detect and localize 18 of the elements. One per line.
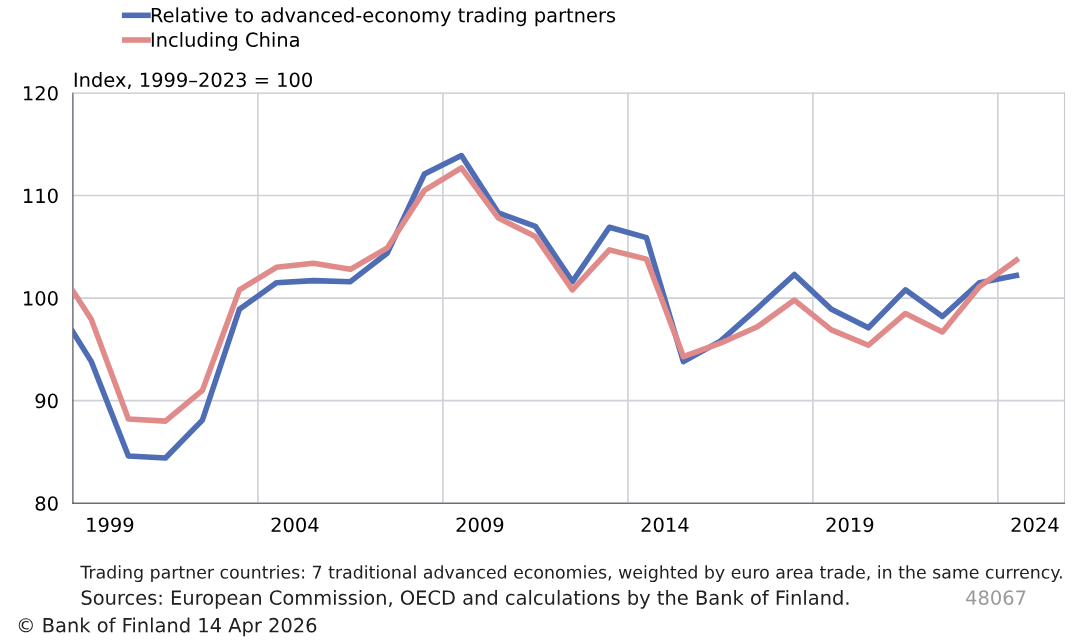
x-tick-label: 2014 xyxy=(641,517,689,533)
legend-label: Including China xyxy=(151,32,299,51)
text: © Bank of Finland 14 Apr 2026 xyxy=(18,617,317,637)
y-tick-label: 120 xyxy=(24,85,58,101)
source-note: Sources: European Commission, OECD and calculations by the Bank of Finland. xyxy=(81,589,849,609)
y-tick-label: 80 xyxy=(35,496,58,511)
y-tick-label: 100 xyxy=(24,291,58,306)
x-tick-label: 2009 xyxy=(456,517,504,533)
legend-label: Relative to advanced-economy trading partners xyxy=(151,7,616,27)
x-tick-label: 1999 xyxy=(87,517,134,533)
text: Trading partner countries: 7 traditional advanced economies, weighted by euro area trade, in the same currency. xyxy=(80,565,1062,583)
x-tick-label: 2024 xyxy=(1011,517,1059,533)
x-tick-label: 2019 xyxy=(826,517,874,533)
y-axis-title: Index, 1999–2023 = 100 xyxy=(74,72,312,90)
y-tick-label: 90 xyxy=(35,393,58,409)
text: 48067 xyxy=(966,590,1026,605)
y-tick-label: 110 xyxy=(24,188,58,204)
x-tick-label: 2004 xyxy=(271,517,319,533)
